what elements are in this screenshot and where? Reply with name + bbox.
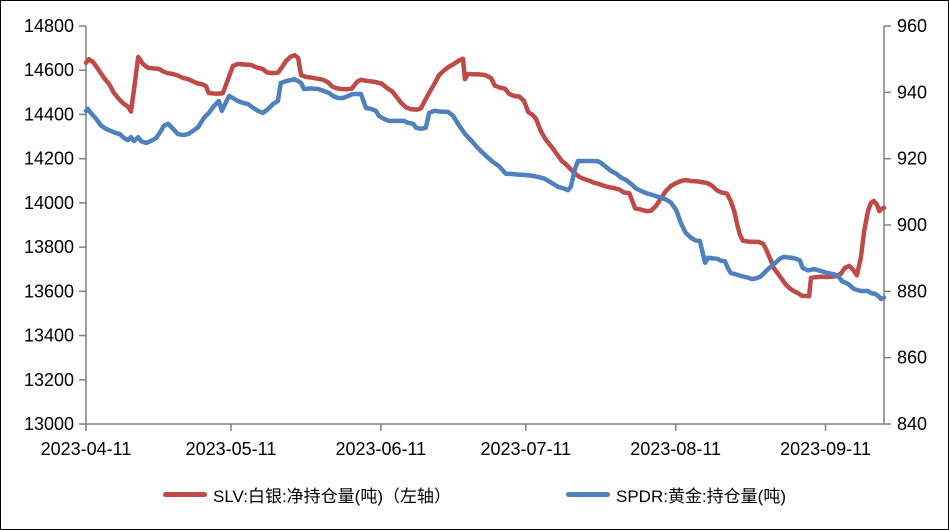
svg-text:13400: 13400 (24, 326, 74, 346)
svg-text:840: 840 (897, 414, 927, 434)
svg-text:2023-08-11: 2023-08-11 (630, 439, 721, 459)
svg-text:13600: 13600 (24, 281, 74, 301)
svg-text:14200: 14200 (24, 149, 74, 169)
legend-label-slv: SLV:白银:净持仓量(吨)（左轴） (212, 487, 451, 506)
svg-text:2023-07-11: 2023-07-11 (480, 439, 571, 459)
svg-text:2023-05-11: 2023-05-11 (186, 439, 277, 459)
legend-item-spdr: SPDR:黄金:持仓量(吨) (566, 482, 786, 507)
svg-text:2023-06-11: 2023-06-11 (335, 439, 426, 459)
slv-red-line-swatch (162, 492, 207, 497)
svg-text:920: 920 (897, 149, 927, 169)
legend-item-slv: SLV:白银:净持仓量(吨)（左轴） (162, 482, 451, 507)
svg-text:13200: 13200 (24, 370, 74, 390)
svg-text:2023-04-11: 2023-04-11 (41, 439, 132, 459)
svg-text:2023-09-11: 2023-09-11 (780, 439, 871, 459)
svg-text:14400: 14400 (24, 104, 74, 124)
svg-text:860: 860 (897, 348, 927, 368)
spdr-blue-line-swatch (566, 492, 610, 497)
legend-label-spdr: SPDR:黄金:持仓量(吨) (616, 487, 786, 506)
legend: SLV:白银:净持仓量(吨)（左轴） SPDR:黄金:持仓量(吨) (1, 482, 948, 507)
svg-text:880: 880 (897, 281, 927, 301)
svg-text:14800: 14800 (24, 16, 74, 36)
svg-text:13000: 13000 (24, 414, 74, 434)
svg-text:14000: 14000 (24, 193, 74, 213)
svg-text:900: 900 (897, 215, 927, 235)
svg-text:13800: 13800 (24, 237, 74, 257)
svg-text:960: 960 (897, 16, 927, 36)
svg-text:14600: 14600 (24, 60, 74, 80)
svg-text:940: 940 (897, 82, 927, 102)
